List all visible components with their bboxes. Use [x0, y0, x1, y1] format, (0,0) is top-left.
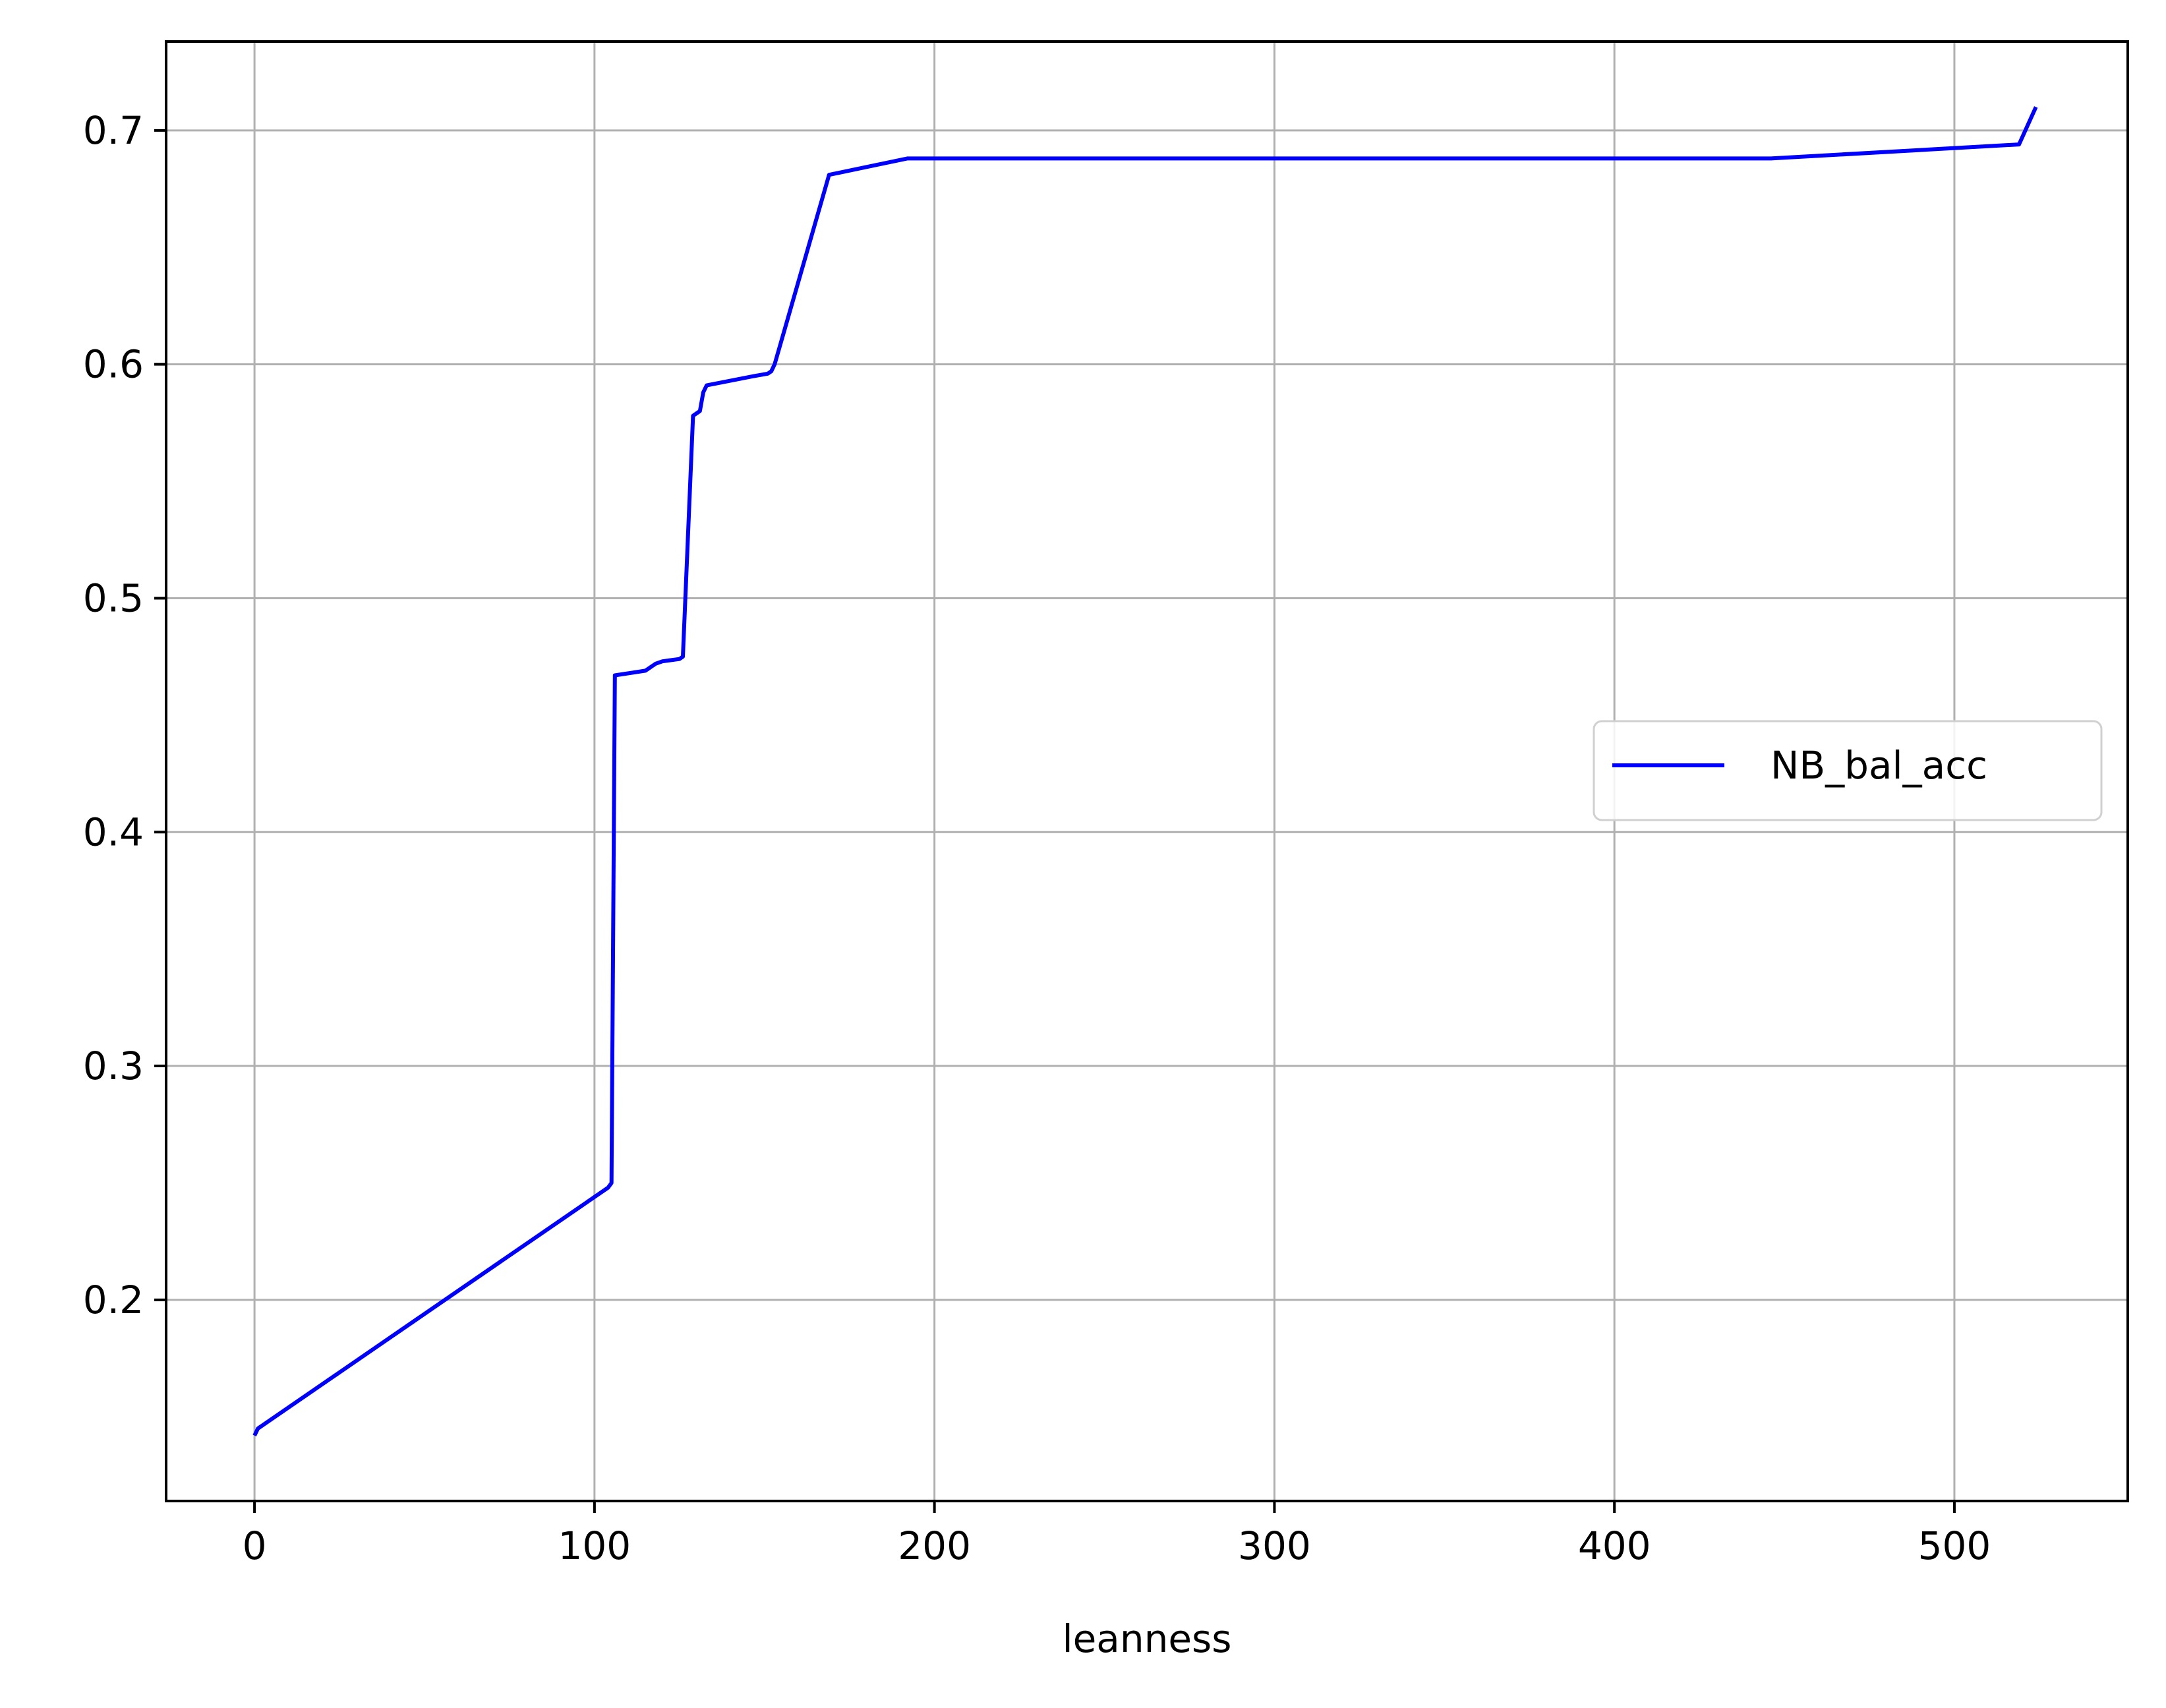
y-tick-label: 0.3	[83, 1044, 144, 1088]
legend-label-nb-bal-acc: NB_bal_acc	[1771, 743, 1987, 788]
x-tick-label: 200	[898, 1523, 971, 1568]
x-tick-label: 500	[1918, 1523, 1991, 1568]
x-tick-label: 0	[243, 1523, 267, 1568]
y-tick-label: 0.2	[83, 1278, 144, 1322]
y-tick-label: 0.6	[83, 342, 144, 387]
x-tick-label: 400	[1578, 1523, 1651, 1568]
y-tick-label: 0.5	[83, 575, 144, 620]
legend: NB_bal_acc	[1593, 720, 2103, 821]
x-axis-ticks: 0 100 200 300 400 500	[243, 1501, 1991, 1568]
y-tick-label: 0.4	[83, 810, 144, 854]
plot-area-frame	[165, 40, 2129, 1502]
legend-box	[1593, 720, 2103, 821]
x-axis-label: leanness	[1063, 1616, 1232, 1661]
series-line-nb-bal-acc	[252, 106, 2038, 1437]
series-layer	[252, 106, 2038, 1437]
y-tick-label: 0.7	[83, 108, 144, 153]
y-axis-ticks: 0.2 0.3 0.4 0.5 0.6 0.7	[83, 108, 166, 1322]
x-tick-label: 300	[1238, 1523, 1311, 1568]
x-tick-label: 100	[558, 1523, 631, 1568]
